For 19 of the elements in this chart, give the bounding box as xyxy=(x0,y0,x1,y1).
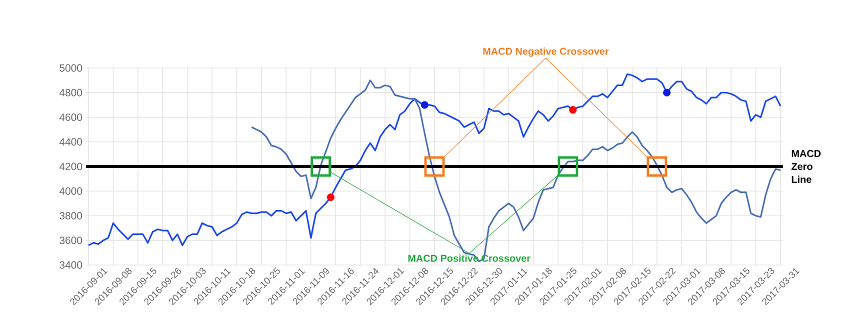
y-tick-label: 4200 xyxy=(59,162,82,170)
y-tick-label: 3400 xyxy=(60,261,82,269)
point xyxy=(558,156,578,177)
point xyxy=(569,106,577,114)
text: MACD Negative Crossover xyxy=(483,47,609,57)
point xyxy=(420,101,428,109)
y-tick-label: 3800 xyxy=(60,212,82,220)
ref-line-label: MACD Zero Line xyxy=(792,150,821,183)
point xyxy=(326,193,334,202)
y-tick-label: 4400 xyxy=(59,138,82,146)
point xyxy=(663,88,671,96)
y-tick-label: 4000 xyxy=(59,187,82,195)
y-tick-label: 4800 xyxy=(59,88,82,96)
point xyxy=(646,156,668,177)
y-tick-label: 4600 xyxy=(59,114,82,121)
point xyxy=(310,156,332,177)
point xyxy=(424,156,445,177)
y-tick-label: 3600 xyxy=(60,236,82,244)
y-tick-label: 5000 xyxy=(60,64,82,72)
